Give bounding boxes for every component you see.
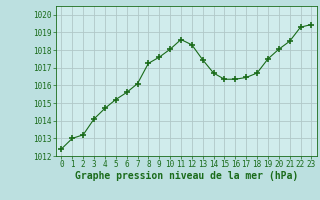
X-axis label: Graphe pression niveau de la mer (hPa): Graphe pression niveau de la mer (hPa)	[75, 171, 298, 181]
